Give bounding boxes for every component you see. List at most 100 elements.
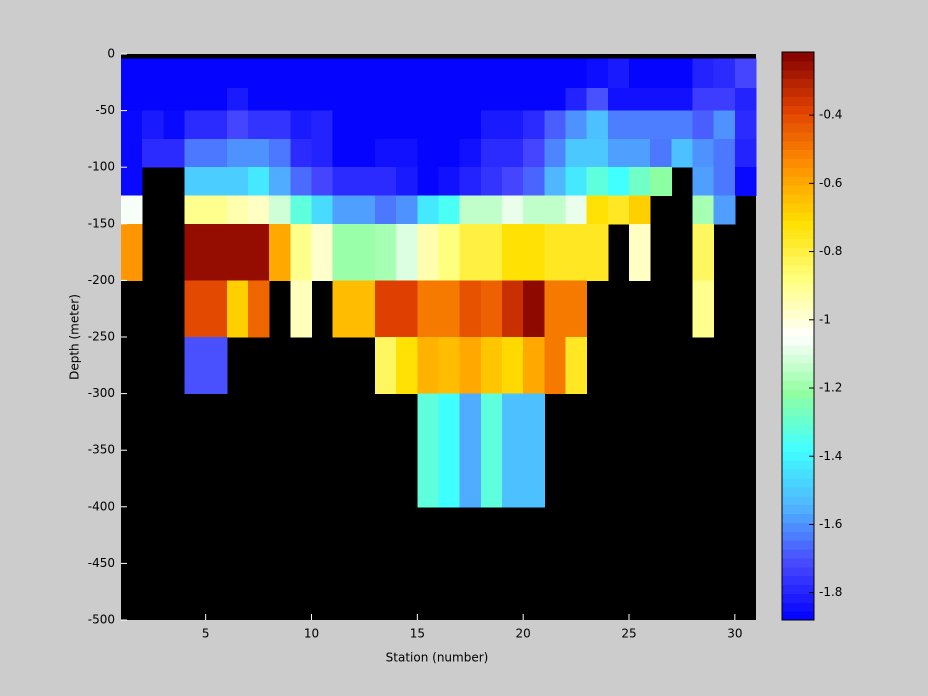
colorbar-swatch — [782, 398, 814, 408]
y-tick-label: -400 — [88, 499, 115, 513]
x-tick-label: 30 — [727, 627, 742, 641]
cell — [417, 58, 439, 89]
cell — [671, 110, 693, 140]
cell — [544, 280, 566, 338]
cell — [290, 87, 312, 112]
cell — [459, 138, 482, 168]
colorbar-swatch — [782, 504, 814, 514]
cell — [163, 138, 185, 168]
colorbar-swatch — [782, 513, 814, 523]
y-tick-label: 0 — [107, 47, 115, 61]
cell — [523, 110, 545, 140]
cell — [226, 58, 249, 89]
cell — [184, 87, 207, 112]
cell — [438, 138, 461, 168]
colorbar-swatch — [782, 282, 814, 293]
cell — [502, 58, 524, 89]
cell — [417, 87, 439, 112]
colorbar-swatch — [782, 123, 814, 133]
cell — [311, 110, 334, 140]
colorbar-swatch — [782, 540, 814, 550]
x-tick-label: 10 — [304, 627, 319, 641]
cell — [142, 110, 164, 140]
cell — [459, 393, 482, 508]
cell — [544, 337, 566, 395]
cell — [565, 195, 588, 225]
cell — [607, 167, 630, 196]
cell — [586, 110, 609, 140]
cell — [480, 58, 503, 89]
colorbar-swatch — [782, 407, 814, 417]
colorbar-swatch — [782, 380, 814, 390]
cell — [248, 87, 270, 112]
cell — [544, 138, 566, 168]
cell — [565, 87, 588, 112]
y-tick-label: -250 — [88, 330, 115, 344]
cell — [375, 223, 397, 281]
cell — [734, 87, 757, 112]
cell — [713, 167, 736, 196]
cell — [650, 87, 672, 112]
colorbar-swatch — [782, 318, 814, 328]
colorbar-swatch — [782, 60, 814, 71]
cell — [480, 223, 503, 281]
cell — [205, 167, 228, 196]
cell — [332, 223, 355, 281]
cell — [565, 280, 588, 338]
cell — [269, 58, 291, 89]
colorbar-swatch — [782, 415, 814, 426]
cell — [629, 58, 651, 89]
colorbar-tick-label: -0.8 — [819, 244, 842, 258]
cell — [607, 87, 630, 112]
cell — [586, 223, 609, 281]
cell — [502, 87, 524, 112]
cell — [544, 223, 566, 281]
cell — [438, 280, 461, 338]
cell — [205, 337, 228, 395]
colorbar-swatch — [782, 486, 814, 497]
cell — [269, 223, 291, 281]
cell — [734, 110, 757, 140]
cell — [396, 280, 418, 338]
cell — [650, 110, 672, 140]
cell — [353, 58, 376, 89]
colorbar: -1.8 -1.6 -1.4 -1.2 -1 -0.8 -0.6 -0.4 — [781, 51, 842, 621]
cell — [692, 58, 715, 89]
cell — [502, 110, 524, 140]
colorbar-swatch — [782, 149, 814, 159]
cell — [121, 58, 143, 89]
colorbar-swatch — [782, 557, 814, 568]
cell — [459, 167, 482, 196]
colorbar-swatch — [782, 309, 814, 319]
colorbar-swatch — [782, 105, 814, 115]
cell — [734, 138, 757, 168]
cell — [734, 167, 757, 196]
cell — [205, 195, 228, 225]
cell — [502, 167, 524, 196]
cell — [480, 393, 503, 508]
cell — [226, 195, 249, 225]
cell — [586, 138, 609, 168]
cell — [438, 87, 461, 112]
colorbar-swatch — [782, 433, 814, 443]
cell — [502, 195, 524, 225]
cell — [523, 195, 545, 225]
cell — [332, 87, 355, 112]
cell — [480, 87, 503, 112]
cell — [332, 138, 355, 168]
cell — [226, 138, 249, 168]
cell — [375, 280, 397, 338]
cell — [459, 110, 482, 140]
cell — [607, 195, 630, 225]
cell — [607, 58, 630, 89]
cell — [544, 110, 566, 140]
cell — [142, 138, 164, 168]
cell — [226, 87, 249, 112]
cell — [163, 58, 185, 89]
colorbar-swatch — [782, 442, 814, 452]
cell — [290, 280, 312, 338]
colorbar-swatch — [782, 353, 814, 364]
cell — [459, 195, 482, 225]
colorbar-swatch — [782, 52, 814, 62]
